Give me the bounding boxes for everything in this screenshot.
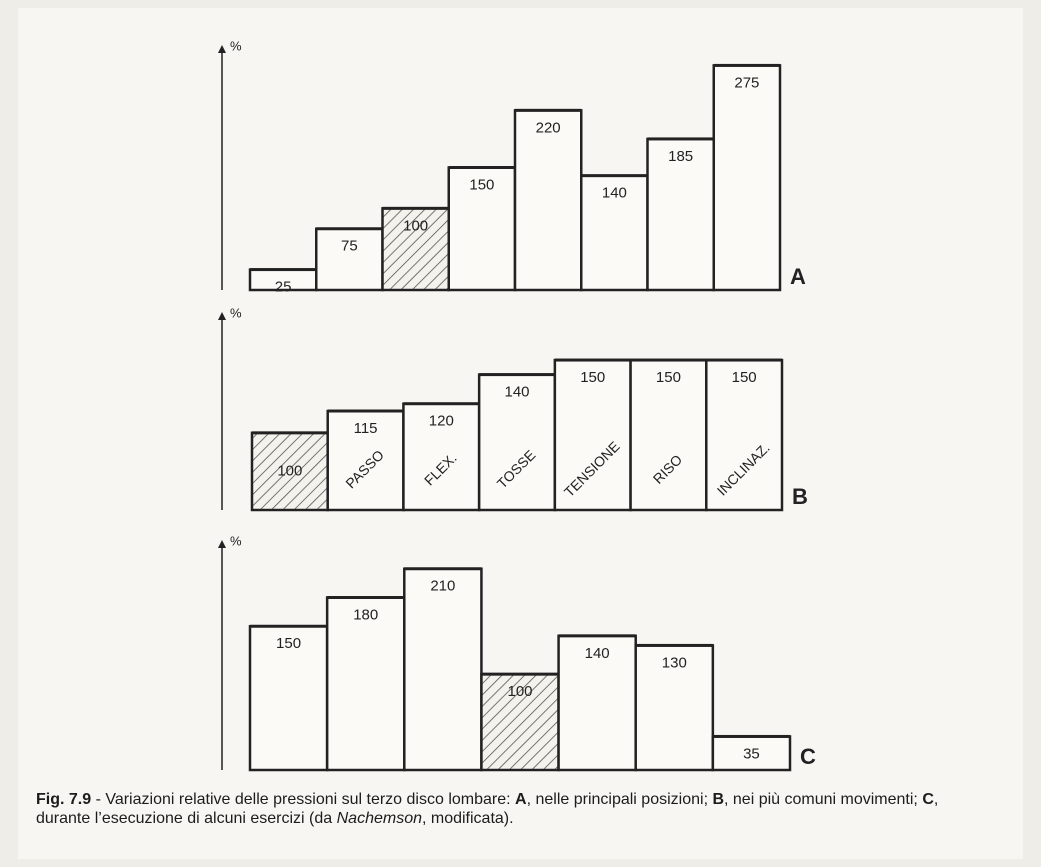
bar [515,110,581,290]
value-label: 25 [275,279,292,296]
value-label: 140 [504,384,529,401]
bar-cap [403,402,479,405]
bar-cap [328,410,404,413]
value-label: 35 [743,745,760,762]
caption-letter: A [515,791,527,808]
panel-label: A [790,264,806,289]
bar-cap [559,634,636,637]
caption: Fig. 7.9 - Variazioni relative delle pre… [36,790,996,828]
value-label: 210 [430,578,455,595]
bar-cap [713,735,790,738]
bar-cap [250,625,327,628]
bar-cap [714,64,780,67]
bar-cap [515,109,581,112]
value-label: 100 [277,462,302,479]
value-label: 130 [662,654,687,671]
value-label: 150 [732,369,757,386]
bar-cap [252,431,328,434]
axis-arrow [218,45,226,53]
caption-letter: C [922,791,934,808]
caption-text: - Variazioni relative delle pressioni su… [91,791,515,808]
bar-cap [449,166,515,169]
value-label: 150 [276,635,301,652]
y-axis-label: % [230,38,242,53]
value-label: 185 [668,148,693,165]
value-label: 100 [403,217,428,234]
caption-text: , nei più comuni movimenti; [724,791,922,808]
bar [714,65,780,290]
value-label: 275 [734,74,759,91]
bar-cap [481,673,558,676]
value-label: 120 [429,413,454,430]
value-label: 220 [536,119,561,136]
caption-author: Nachemson [337,810,422,827]
axis-arrow [218,312,226,320]
value-label: 100 [507,683,532,700]
panel-label: C [800,744,816,769]
bar-cap [327,596,404,599]
value-label: 180 [353,606,378,623]
bar-cap [648,137,714,140]
value-label: 150 [469,176,494,193]
axis-arrow [218,540,226,548]
bar-cap [636,644,713,647]
bar-cap [631,359,707,362]
bar-cap [404,567,481,570]
panel-label: B [792,484,808,509]
y-axis-label: % [230,533,242,548]
bar-cap [581,174,647,177]
caption-letter: B [712,791,724,808]
value-label: 150 [656,369,681,386]
bar-cap [706,359,782,362]
bar-cap [383,207,449,210]
caption-text: , nelle principali posizioni; [527,791,713,808]
value-label: 150 [580,369,605,386]
figure: %A2575100150220140185275%B100115PASSO120… [0,0,1041,867]
bar-cap [479,373,555,376]
bar-cap [555,359,631,362]
page: {"chart_data": [ {"type": "bar", "label"… [0,0,1041,867]
bar-cap [250,268,316,271]
y-axis-label: % [230,305,242,320]
value-label: 115 [354,420,378,437]
caption-text: , modificata). [422,810,514,827]
value-label: 140 [602,185,627,202]
bar [404,569,481,770]
bar-cap [316,227,382,230]
value-label: 75 [341,238,358,255]
value-label: 140 [585,645,610,662]
caption-label: Fig. 7.9 [36,791,91,808]
